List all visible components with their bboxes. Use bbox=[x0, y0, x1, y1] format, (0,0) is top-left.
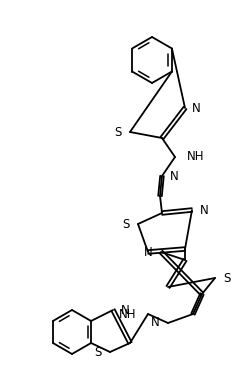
Text: N: N bbox=[200, 203, 209, 217]
Text: NH: NH bbox=[187, 150, 205, 164]
Text: N: N bbox=[192, 101, 201, 115]
Text: N: N bbox=[144, 246, 153, 258]
Text: N: N bbox=[121, 303, 130, 317]
Text: S: S bbox=[123, 217, 130, 231]
Text: S: S bbox=[95, 346, 102, 359]
Text: N: N bbox=[170, 169, 179, 183]
Text: NH: NH bbox=[119, 307, 136, 321]
Text: S: S bbox=[223, 272, 230, 284]
Text: N: N bbox=[151, 317, 160, 329]
Text: S: S bbox=[115, 126, 122, 138]
